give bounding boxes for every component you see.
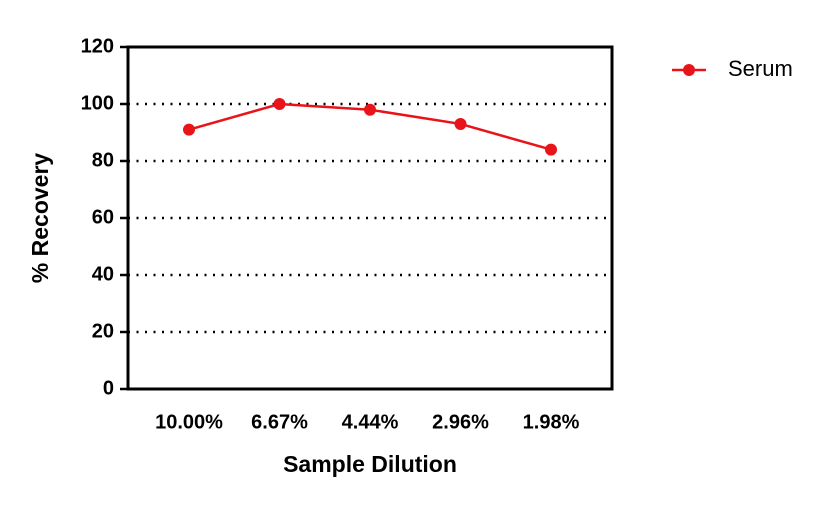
- y-axis-title: % Recovery: [27, 153, 53, 284]
- x-tick-label: 2.96%: [432, 411, 489, 433]
- y-tick-label: 0: [103, 377, 114, 399]
- x-tick-label: 10.00%: [155, 411, 223, 433]
- data-point: [454, 117, 467, 130]
- x-tick-label: 1.98%: [523, 411, 580, 433]
- data-point: [183, 123, 195, 136]
- x-axis-title: Sample Dilution: [283, 451, 457, 477]
- y-tick-label: 100: [81, 92, 114, 114]
- y-tick-label: 40: [92, 263, 114, 285]
- legend-label: Serum: [728, 56, 793, 81]
- x-tick-label: 6.67%: [251, 411, 308, 433]
- data-point: [545, 143, 557, 156]
- y-tick-label: 20: [92, 320, 114, 342]
- data-point: [364, 103, 376, 116]
- x-tick-label: 4.44%: [342, 411, 399, 433]
- data-point: [273, 98, 286, 110]
- y-tick-label: 60: [92, 206, 114, 228]
- legend-marker: [683, 64, 695, 76]
- y-tick-label: 80: [92, 149, 114, 171]
- y-tick-label: 120: [81, 35, 114, 57]
- plot-frame: [126, 45, 614, 391]
